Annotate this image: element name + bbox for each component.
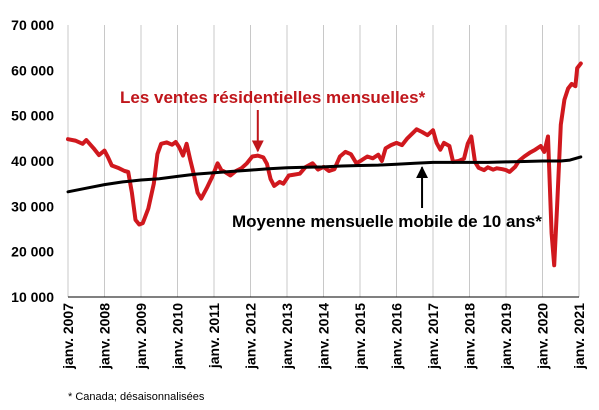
x-tick-label: janv. 2008 — [97, 303, 113, 370]
x-tick-label: janv. 2015 — [352, 303, 368, 370]
y-tick-label: 30 000 — [11, 198, 54, 214]
x-tick-label: janv. 2018 — [462, 303, 478, 370]
x-tick-label: janv. 2020 — [535, 303, 551, 370]
series-layer — [66, 61, 583, 268]
y-tick-label: 60 000 — [11, 62, 54, 78]
x-axis-tick-labels: janv. 2007 janv. 2008 janv. 2009 janv. 2010… — [60, 303, 587, 370]
y-tick-label: 20 000 — [11, 244, 54, 260]
x-tick-label: janv. 2017 — [425, 303, 441, 370]
footnote: * Canada; désaisonnalisées — [68, 391, 205, 403]
y-tick-label: 50 000 — [11, 108, 54, 124]
y-axis-tick-labels: 10 000 20 000 30 000 40 000 50 000 60 000 70 0… — [11, 17, 54, 305]
sales-series-label: Les ventes résidentielles mensuelles* — [120, 88, 426, 107]
x-tick-label: janv. 2010 — [170, 303, 186, 370]
x-tick-label: janv. 2011 — [206, 303, 222, 369]
x-tick-label: janv. 2014 — [316, 303, 332, 370]
average-series-line — [66, 155, 583, 194]
x-tick-label: janv. 2007 — [60, 303, 76, 370]
y-tick-label: 10 000 — [11, 289, 54, 305]
average-series-label: Moyenne mensuelle mobile de 10 ans* — [232, 212, 542, 231]
y-tick-label: 70 000 — [11, 17, 54, 33]
x-tick-label: janv. 2019 — [498, 303, 514, 370]
x-tick-label: janv. 2013 — [279, 303, 295, 370]
x-tick-label: janv. 2016 — [389, 303, 405, 370]
y-tick-label: 40 000 — [11, 153, 54, 169]
x-tick-label: janv. 2012 — [243, 303, 259, 370]
sales-series-line — [66, 61, 583, 268]
x-tick-label: janv. 2009 — [133, 303, 149, 370]
x-tick-label: janv. 2021 — [571, 303, 587, 370]
